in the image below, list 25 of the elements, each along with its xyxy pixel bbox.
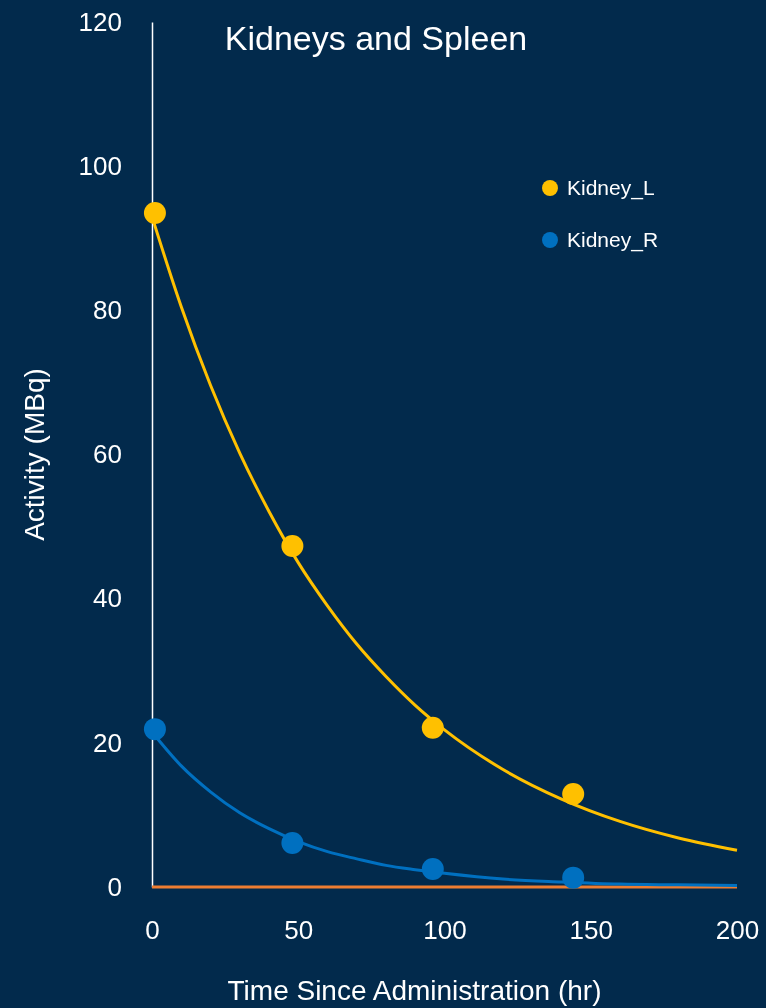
y-tick-label: 0	[107, 871, 122, 902]
x-tick-label: 200	[715, 915, 760, 946]
point	[143, 718, 166, 741]
x-tick-label: 50	[284, 915, 314, 946]
point	[421, 716, 444, 739]
point	[562, 866, 585, 889]
y-tick-label: 20	[93, 727, 122, 758]
chart-title: Kidneys and Spleen	[224, 19, 528, 57]
point	[143, 202, 166, 224]
point	[281, 832, 304, 855]
x-tick-label: 100	[423, 915, 467, 946]
point	[421, 858, 444, 880]
legend-label: Kidney_R	[567, 228, 659, 252]
x-tick-label: 150	[569, 915, 613, 946]
point	[281, 535, 304, 558]
y-tick-label: 60	[93, 439, 122, 470]
y-tick-label: 40	[93, 583, 122, 614]
point	[562, 783, 585, 805]
y-tick-label: 120	[78, 6, 122, 37]
y-axis-title: Activity (MBq)	[19, 368, 50, 541]
x-tick-label: 0	[145, 915, 160, 946]
y-tick-label: 100	[78, 150, 122, 181]
x-axis-title: Time Since Administration (hr)	[227, 975, 602, 1006]
legend-label: Kidney_L	[567, 176, 655, 200]
y-tick-label: 80	[93, 295, 122, 326]
